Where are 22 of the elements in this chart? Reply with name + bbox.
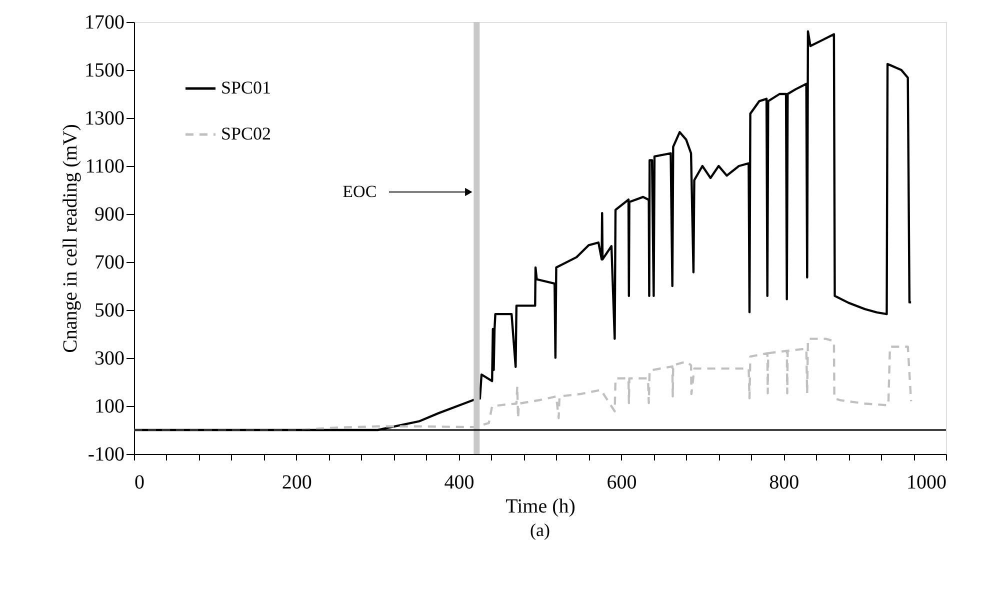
y-tick-label: 1100 (85, 156, 124, 178)
x-tick-label: 1000 (906, 472, 946, 494)
y-tick-label: 100 (94, 396, 124, 418)
x-tick-label: 600 (606, 472, 637, 494)
ref-line-label: EOC (342, 182, 377, 201)
y-axis-title: Cnange in cell reading (mV) (60, 124, 82, 353)
x-tick-label: 200 (282, 472, 312, 494)
x-tick-label: 0 (134, 472, 144, 494)
y-tick-label: 700 (94, 252, 124, 274)
y-tick-label: -100 (88, 444, 124, 466)
y-tick-label: 1500 (84, 60, 124, 82)
legend-label: SPC01 (221, 78, 272, 98)
y-tick-label: 900 (94, 204, 124, 226)
y-tick-label: 500 (94, 300, 124, 322)
y-tick-label: 1700 (84, 12, 124, 34)
y-tick-label: 1300 (84, 108, 124, 130)
x-tick-label: 400 (444, 472, 474, 494)
legend-label: SPC02 (221, 124, 272, 144)
y-tick-label: 300 (94, 348, 124, 370)
x-tick-label: 800 (769, 472, 800, 494)
text: (a) (530, 520, 550, 540)
x-axis-title: Time (h) (506, 496, 576, 518)
